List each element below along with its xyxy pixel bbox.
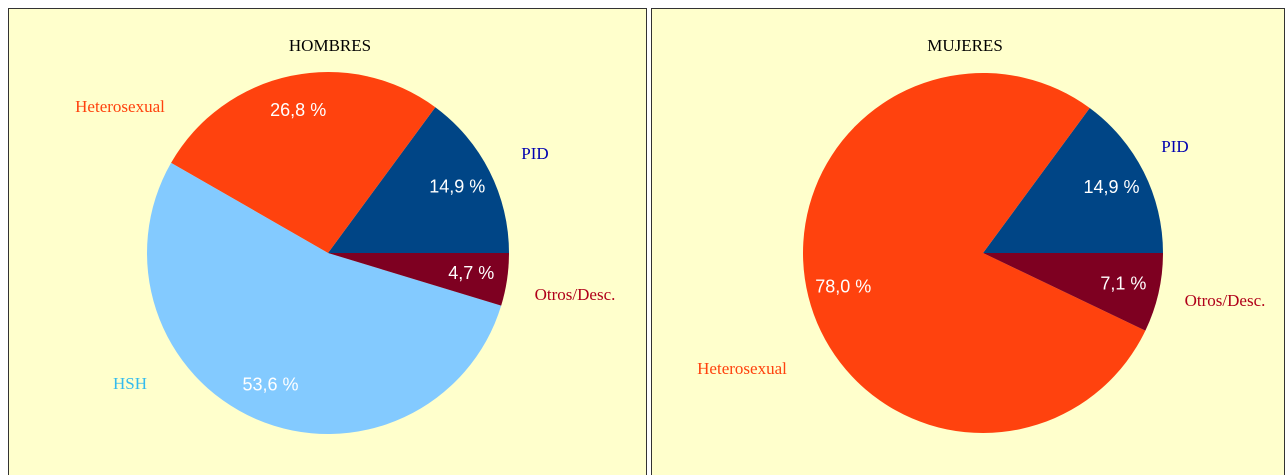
legend-label: Otros/Desc. [535,285,616,304]
chart: MUJERES 14,9 % PID 78,0 % Heterosexual 7,1 % O… [697,36,1266,434]
pie-slice [171,71,436,253]
value-label: 14,9 % [1083,177,1139,197]
chart-title: HOMBRES [289,36,371,55]
value-label: 7,1 % [1100,274,1146,294]
legend-label: Heterosexual [697,359,787,378]
value-label: 26,8 % [270,100,326,120]
pie-slice [147,162,502,434]
value-label: 78,0 % [815,277,871,297]
chart: HOMBRES 14,9 % PID 26,8 % Heterosexual 53,6 %… [75,36,615,434]
pie-slice [803,73,1146,434]
pie-slice [983,108,1163,253]
legend-label: Heterosexual [75,97,165,116]
pie-slice [983,253,1163,331]
value-label: 14,9 % [429,176,485,196]
legend-label: HSH [113,374,147,393]
value-label: 53,6 % [242,375,298,395]
pie-slice [328,253,509,306]
legend-label: PID [521,144,548,163]
legend-label: Otros/Desc. [1185,291,1266,310]
legend-label: PID [1161,137,1188,156]
pie-slice [328,107,509,253]
chart-title: MUJERES [927,36,1003,55]
value-label: 4,7 % [448,263,494,283]
